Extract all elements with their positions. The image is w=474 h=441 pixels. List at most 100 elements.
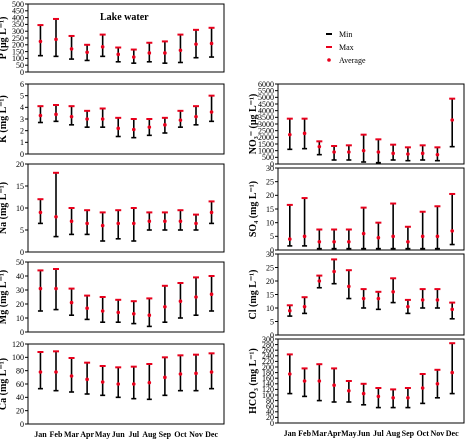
average-marker — [85, 117, 89, 121]
y-axis-label: Ca (mg L⁻¹) — [0, 358, 9, 410]
average-marker — [317, 240, 322, 244]
average-marker — [85, 221, 89, 226]
y-axis-label: Na (mg L⁻¹) — [0, 182, 9, 234]
average-marker — [406, 152, 410, 156]
y-tick-label: 200 — [262, 363, 274, 372]
panel-no3: 0500100015002000250030003500400045005000… — [248, 80, 465, 169]
average-marker — [376, 296, 381, 301]
average-marker — [332, 383, 336, 388]
average-marker — [178, 372, 183, 376]
panel-so4: 0 5 10 15 20 25 30 SO₄ (mg L⁻¹) — [248, 164, 465, 255]
average-marker — [131, 312, 136, 316]
panel-mg: 0 10 20 30 40 50 Mg (mg L⁻¹) — [0, 258, 225, 337]
average-marker — [54, 112, 58, 117]
average-marker — [376, 235, 381, 240]
y-tick-label: 10 — [16, 204, 24, 213]
average-marker — [194, 42, 198, 46]
x-tick-label: Aug — [142, 430, 156, 439]
y-tick-label: 25 — [266, 177, 274, 186]
y-tick-label: 2500 — [258, 126, 274, 135]
y-axis-label: Cl (mg L⁻¹) — [248, 270, 259, 320]
average-marker — [302, 131, 307, 136]
panel-frame — [27, 83, 225, 155]
chart-panels: 050100150200250300350400450500P (μg L⁻¹)… — [0, 0, 465, 439]
y-tick-label: 60 — [266, 402, 274, 411]
average-marker — [406, 396, 410, 400]
average-marker — [376, 394, 381, 399]
y-tick-label: 100 — [12, 353, 24, 362]
average-marker — [163, 219, 167, 223]
y-tick-label: 0 — [20, 328, 24, 337]
panel-hco3: 0204060801001201401601802002202402602803… — [248, 335, 465, 438]
average-marker — [178, 48, 183, 53]
chart-legend: Min Max Average — [326, 30, 366, 65]
average-marker — [361, 231, 366, 236]
average-marker — [209, 210, 214, 215]
x-tick-label: Sep — [402, 429, 415, 438]
y-tick-label: 260 — [262, 346, 274, 355]
y-tick-label: 5000 — [258, 93, 274, 102]
panel-frame — [27, 343, 225, 425]
y-tick-label: 120 — [12, 340, 24, 349]
panel-frame — [277, 253, 465, 336]
panel-cl: 0 5 10 15 20 25 30 Cl (mg L⁻¹) — [248, 250, 465, 340]
panel-frame — [277, 167, 465, 251]
y-tick-label: 3500 — [258, 113, 274, 122]
y-tick-label: 4500 — [258, 100, 274, 109]
average-marker — [54, 370, 58, 374]
average-marker — [391, 396, 395, 400]
legend-average-label: Average — [339, 56, 366, 65]
y-tick-label: 450 — [12, 7, 24, 16]
y-tick-label: 80 — [266, 396, 274, 405]
y-axis-label: K (mg L⁻¹) — [0, 95, 9, 143]
average-marker — [450, 229, 454, 233]
x-tick-label: Jun — [112, 430, 125, 439]
average-marker — [147, 125, 152, 129]
y-axis-label: HCO₃ (mg L⁻¹) — [248, 348, 259, 414]
y-tick-label: 0 — [270, 160, 274, 169]
y-tick-label: 500 — [262, 153, 274, 162]
average-marker — [131, 55, 136, 59]
average-marker — [209, 292, 214, 297]
average-marker — [391, 234, 395, 239]
average-marker — [147, 51, 152, 55]
average-marker — [54, 37, 58, 42]
y-tick-label: 500 — [12, 0, 24, 9]
average-marker — [69, 219, 74, 223]
y-tick-label: 30 — [16, 286, 24, 295]
panel-frame — [27, 261, 225, 333]
average-marker — [116, 126, 121, 131]
legend-max-label: Max — [339, 43, 354, 52]
average-marker — [391, 290, 395, 294]
average-marker — [420, 151, 425, 156]
average-marker — [194, 295, 198, 299]
average-marker — [178, 219, 183, 223]
x-tick-label: Apr — [80, 430, 94, 439]
average-marker — [100, 223, 105, 228]
y-tick-label: 20 — [16, 406, 24, 415]
y-tick-label: 6000 — [258, 80, 274, 89]
y-axis-label: SO₄ (mg L⁻¹) — [248, 181, 259, 237]
y-tick-label: 20 — [266, 277, 274, 286]
average-marker — [288, 237, 292, 241]
average-marker — [435, 382, 440, 386]
y-tick-label: 10 — [266, 218, 274, 227]
x-tick-label: Oct — [174, 430, 187, 439]
y-tick-label: 6 — [20, 80, 24, 89]
y-tick-label: 2 — [20, 126, 24, 135]
average-marker — [420, 298, 425, 302]
y-tick-label: 20 — [16, 300, 24, 309]
y-axis-label: Mg (mg L⁻¹) — [0, 270, 9, 324]
y-tick-label: 1500 — [258, 140, 274, 149]
y-tick-label: 0 — [270, 331, 274, 340]
y-tick-label: 5 — [20, 91, 24, 100]
x-tick-label: Oct — [416, 429, 429, 438]
average-marker — [116, 310, 121, 315]
average-marker — [376, 150, 381, 154]
average-marker — [406, 240, 410, 244]
y-tick-label: 20 — [266, 413, 274, 422]
y-tick-label: 100 — [12, 54, 24, 63]
legend-average-swatch — [327, 58, 331, 62]
average-marker — [147, 313, 152, 318]
